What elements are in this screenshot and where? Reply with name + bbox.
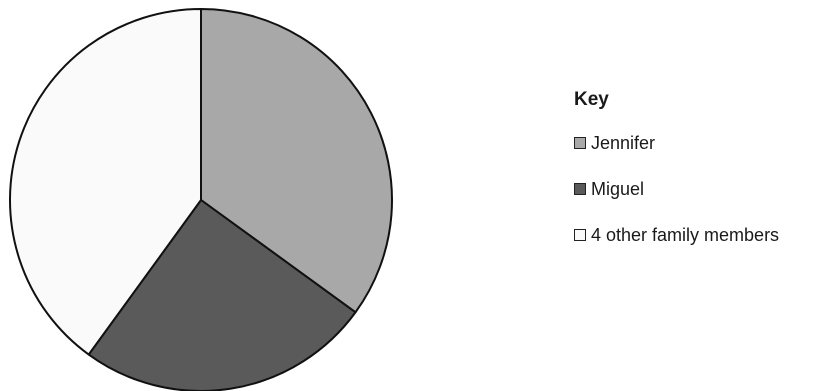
legend-item-other-family-members: 4 other family members	[574, 223, 779, 247]
legend-item-miguel: Miguel	[574, 177, 779, 201]
legend: Key Jennifer Miguel 4 other family membe…	[574, 86, 779, 269]
legend-swatch-miguel	[574, 183, 586, 195]
legend-swatch-other-family-members	[574, 229, 586, 241]
pie-slice-other-family-members	[9, 8, 202, 356]
pie-slice-miguel	[87, 199, 357, 391]
legend-label-jennifer: Jennifer	[591, 132, 656, 153]
legend-label-other-family-members: 4 other family members	[591, 224, 780, 245]
legend-swatch-jennifer	[574, 137, 586, 149]
pie-slice-jennifer	[200, 8, 393, 314]
legend-title: Key	[574, 89, 609, 110]
pie-chart	[9, 8, 393, 391]
legend-label-miguel: Miguel	[591, 178, 645, 199]
legend-item-jennifer: Jennifer	[574, 131, 779, 155]
